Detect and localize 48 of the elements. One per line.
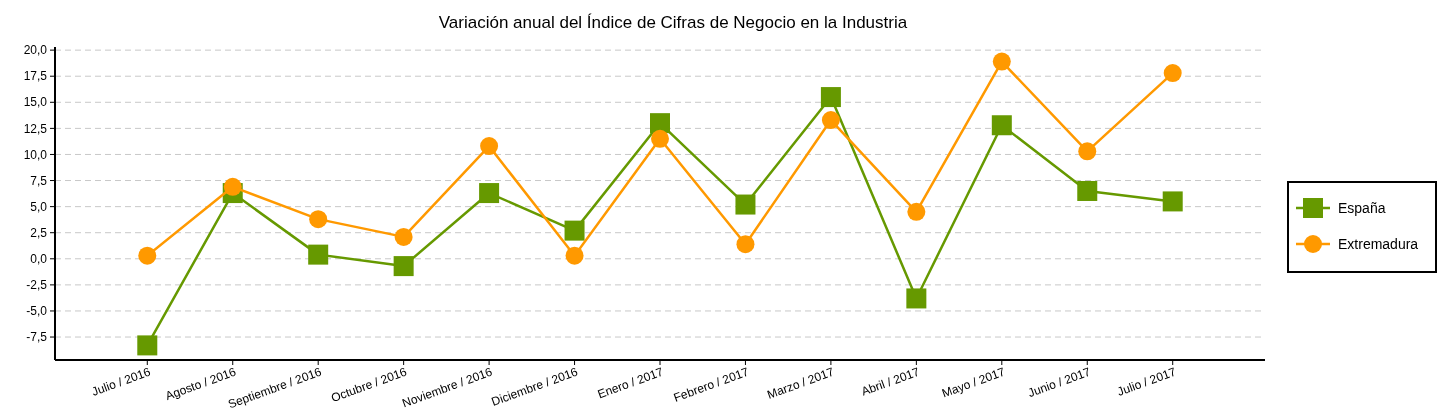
x-tick-label: Enero / 2017 <box>595 364 666 402</box>
point <box>564 220 585 241</box>
point <box>650 113 670 134</box>
point <box>991 115 1012 136</box>
point <box>821 111 840 130</box>
x-tick-label: Mayo / 2017 <box>939 364 1008 401</box>
point <box>736 235 755 254</box>
point <box>394 227 413 246</box>
point <box>1162 191 1183 212</box>
legend-label: Extremadura <box>1338 235 1419 252</box>
point <box>820 87 841 108</box>
point <box>479 183 500 204</box>
x-tick-label: Abril / 2017 <box>859 364 922 399</box>
point <box>907 202 926 221</box>
point <box>1163 64 1182 83</box>
point <box>1077 180 1098 201</box>
y-tick-label: -7,5 <box>26 330 48 345</box>
y-tick-label: 2,5 <box>30 225 48 240</box>
y-tick-label: -2,5 <box>26 278 48 293</box>
y-tick-label: 12,5 <box>23 121 48 136</box>
legend-label: España <box>1338 199 1386 216</box>
y-tick-label: 15,0 <box>23 95 48 110</box>
point <box>565 246 584 265</box>
point <box>223 177 242 196</box>
y-tick-label: 10,0 <box>23 147 48 162</box>
point <box>393 256 414 277</box>
point <box>1078 142 1097 161</box>
point <box>137 335 158 356</box>
x-tick-label: Julio / 2016 <box>89 364 153 399</box>
point <box>480 137 499 156</box>
y-tick-label: 5,0 <box>30 199 48 214</box>
x-tick-label: Junio / 2017 <box>1026 364 1093 401</box>
point <box>651 129 669 148</box>
chart-title: Variación anual del Índice de Cifras de Negocio en la Industria <box>438 13 908 32</box>
y-tick-label: -5,0 <box>26 304 48 319</box>
x-tick-label: Julio / 2017 <box>1115 364 1179 399</box>
y-tick-label: 7,5 <box>30 173 48 188</box>
point <box>735 194 756 215</box>
point <box>992 52 1011 71</box>
point <box>308 244 329 265</box>
point <box>309 210 328 229</box>
y-tick-label: 20,0 <box>23 43 48 58</box>
x-tick-label: Febrero / 2017 <box>671 364 751 405</box>
x-tick-label: Marzo / 2017 <box>765 364 837 402</box>
y-tick-label: 0,0 <box>30 252 48 266</box>
point <box>906 288 927 309</box>
point <box>138 246 157 265</box>
y-tick-label: 17,5 <box>23 69 48 84</box>
